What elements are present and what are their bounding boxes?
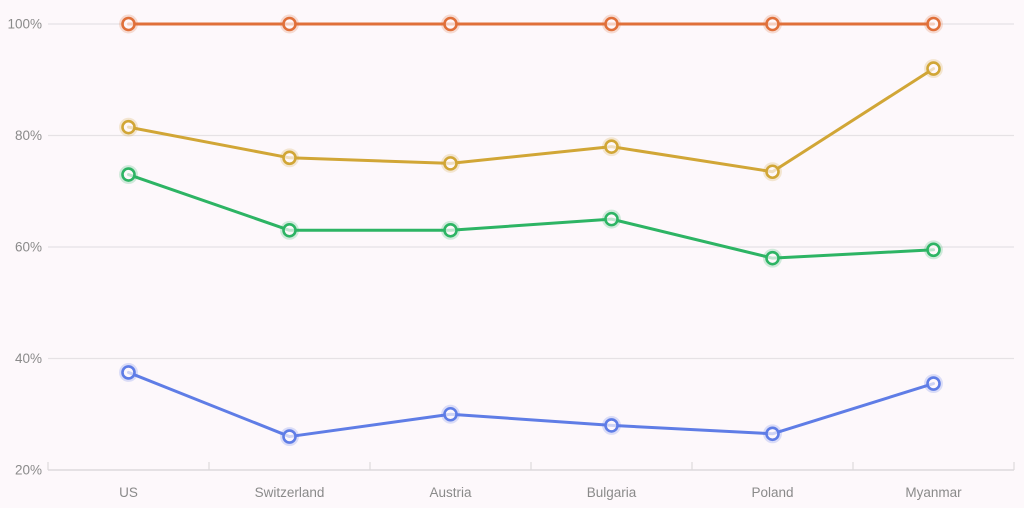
x-axis-category-label: US (119, 485, 138, 500)
x-axis-category-label: Myanmar (905, 485, 962, 500)
gold-series-line (127, 67, 935, 174)
orange-series-point-halo (119, 14, 138, 34)
orange-series-data-point[interactable] (282, 16, 297, 32)
green-series-point-halo (602, 209, 621, 229)
gold-series-data-point[interactable] (926, 61, 941, 76)
gold-series-data-point[interactable] (443, 156, 458, 171)
green-series-data-point[interactable] (926, 242, 941, 258)
blue-series-point-halo (441, 404, 460, 424)
blue-series-point-halo (119, 362, 138, 382)
gold-series-point-halo (763, 162, 782, 182)
gold-series-point-halo (119, 117, 138, 137)
green-series-point-halo (119, 165, 138, 184)
orange-series-data-point[interactable] (604, 16, 619, 32)
y-axis-tick-label: 40% (15, 351, 42, 366)
gold-series-point-halo (441, 153, 460, 173)
blue-series-data-point[interactable] (604, 418, 619, 433)
blue-series-point-halo (924, 374, 943, 394)
y-axis-tick-label: 80% (15, 128, 42, 143)
orange-series-data-point[interactable] (926, 16, 941, 32)
orange-series-point-halo (280, 14, 299, 34)
green-series-data-point[interactable] (443, 222, 458, 238)
green-series-point-halo (924, 240, 943, 260)
orange-series-point-halo (924, 14, 943, 34)
gold-series-point-halo (602, 137, 621, 157)
gold-series-point-halo (280, 148, 299, 168)
blue-series-point-halo (602, 415, 621, 435)
x-axis-category-label: Bulgaria (587, 485, 637, 500)
y-axis-tick-label: 20% (15, 463, 42, 478)
x-axis-category-label: Austria (429, 485, 472, 500)
orange-series-data-point[interactable] (443, 16, 458, 32)
gold-series-point-halo (924, 59, 943, 79)
orange-series-data-point[interactable] (121, 16, 136, 32)
green-series-point-halo (280, 220, 299, 240)
gold-series-data-point[interactable] (604, 139, 619, 154)
green-series-data-point[interactable] (604, 211, 619, 227)
y-axis-tick-label: 60% (15, 240, 42, 255)
orange-series-point-halo (441, 14, 460, 34)
blue-series-point-halo (763, 424, 782, 444)
green-series-line (127, 173, 935, 260)
blue-series-data-point[interactable] (282, 429, 297, 444)
blue-series-data-point[interactable] (121, 365, 136, 380)
orange-series-point-halo (602, 14, 621, 34)
blue-series-data-point[interactable] (765, 426, 780, 442)
green-series-data-point[interactable] (282, 222, 297, 238)
gold-series-data-point[interactable] (282, 150, 297, 166)
orange-series-data-point[interactable] (765, 16, 780, 32)
blue-series-data-point[interactable] (926, 376, 941, 391)
orange-series-point-halo (763, 14, 782, 34)
green-series-data-point[interactable] (765, 250, 780, 266)
green-series-data-point[interactable] (121, 167, 136, 182)
gold-series-data-point[interactable] (765, 164, 780, 180)
green-series-point-halo (441, 220, 460, 240)
blue-series-line (127, 370, 935, 439)
x-axis-category-label: Switzerland (255, 485, 325, 500)
gold-series-data-point[interactable] (121, 119, 136, 135)
blue-series-data-point[interactable] (443, 406, 458, 422)
green-series-point-halo (763, 248, 782, 268)
y-axis-tick-label: 100% (7, 17, 42, 32)
x-axis-category-label: Poland (751, 485, 793, 500)
blue-series-point-halo (280, 427, 299, 446)
